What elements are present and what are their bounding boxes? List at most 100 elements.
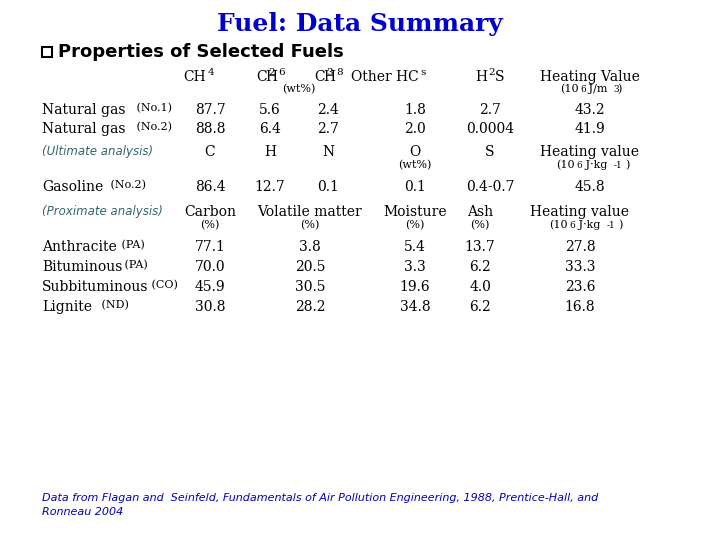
Text: 77.1: 77.1 (194, 240, 225, 254)
Text: Lignite: Lignite (42, 300, 92, 314)
Text: -1: -1 (607, 221, 616, 230)
Text: Anthracite: Anthracite (42, 240, 117, 254)
Text: 34.8: 34.8 (400, 300, 431, 314)
Text: 12.7: 12.7 (255, 180, 285, 194)
Text: J·kg: J·kg (582, 160, 608, 170)
Text: 16.8: 16.8 (564, 300, 595, 314)
Text: ): ) (618, 220, 622, 231)
Text: (%): (%) (470, 220, 490, 231)
Text: 45.9: 45.9 (194, 280, 225, 294)
Text: ): ) (625, 160, 629, 170)
Text: s: s (420, 68, 426, 77)
Text: 70.0: 70.0 (194, 260, 225, 274)
Text: (No.2): (No.2) (107, 180, 146, 190)
Text: (%): (%) (405, 220, 425, 231)
Text: 19.6: 19.6 (400, 280, 431, 294)
Text: Natural gas: Natural gas (42, 103, 125, 117)
Text: (10: (10 (556, 160, 575, 170)
Text: 2: 2 (488, 68, 495, 77)
Text: Carbon: Carbon (184, 205, 236, 219)
Text: 27.8: 27.8 (564, 240, 595, 254)
Text: ): ) (617, 84, 621, 94)
Text: 4: 4 (208, 68, 215, 77)
Text: 6: 6 (580, 85, 586, 94)
Text: N: N (322, 145, 334, 159)
Text: 0.0004: 0.0004 (466, 122, 514, 136)
Text: C: C (315, 70, 325, 84)
Text: (wt%): (wt%) (398, 160, 432, 170)
Text: J/m: J/m (585, 84, 608, 94)
Text: H: H (264, 145, 276, 159)
Text: 1.8: 1.8 (404, 103, 426, 117)
Text: Heating value: Heating value (531, 205, 629, 219)
Text: 43.2: 43.2 (575, 103, 606, 117)
Text: 4.0: 4.0 (469, 280, 491, 294)
Text: 0.1: 0.1 (317, 180, 339, 194)
Text: CH: CH (184, 70, 206, 84)
Text: Heating value: Heating value (541, 145, 639, 159)
Text: (PA): (PA) (118, 240, 145, 251)
Text: Moisture: Moisture (383, 205, 447, 219)
Text: Subbituminous: Subbituminous (42, 280, 148, 294)
Text: S: S (495, 70, 505, 84)
Text: 30.8: 30.8 (194, 300, 225, 314)
Text: Heating Value: Heating Value (540, 70, 640, 84)
Text: 13.7: 13.7 (464, 240, 495, 254)
Text: 6.2: 6.2 (469, 260, 491, 274)
Text: 6: 6 (278, 68, 284, 77)
Text: 23.6: 23.6 (564, 280, 595, 294)
Text: 3: 3 (613, 85, 618, 94)
Text: 6: 6 (576, 161, 582, 170)
Text: C: C (204, 145, 215, 159)
Text: Gasoline: Gasoline (42, 180, 103, 194)
Text: 0.4-0.7: 0.4-0.7 (466, 180, 514, 194)
Text: Bituminous: Bituminous (42, 260, 122, 274)
Text: 2.7: 2.7 (479, 103, 501, 117)
Text: Natural gas: Natural gas (42, 122, 125, 136)
Text: (ND): (ND) (98, 300, 129, 310)
Text: H: H (265, 70, 277, 84)
Text: 20.5: 20.5 (294, 260, 325, 274)
Text: 8: 8 (336, 68, 343, 77)
Text: -1: -1 (614, 161, 623, 170)
Text: 30.5: 30.5 (294, 280, 325, 294)
Text: 87.7: 87.7 (194, 103, 225, 117)
Text: (No.1): (No.1) (133, 103, 172, 113)
Text: 6.4: 6.4 (259, 122, 281, 136)
Text: O: O (410, 145, 420, 159)
Text: S: S (485, 145, 495, 159)
Text: 88.8: 88.8 (194, 122, 225, 136)
Text: (CO): (CO) (148, 280, 178, 291)
Text: J·kg: J·kg (575, 220, 600, 230)
Text: 28.2: 28.2 (294, 300, 325, 314)
Text: 6: 6 (569, 221, 575, 230)
Text: 86.4: 86.4 (194, 180, 225, 194)
Text: H: H (323, 70, 335, 84)
Text: (Ultimate analysis): (Ultimate analysis) (42, 145, 153, 158)
Text: Other HC: Other HC (351, 70, 419, 84)
Text: (10: (10 (549, 220, 567, 231)
Text: (%): (%) (300, 220, 320, 231)
Text: 3.3: 3.3 (404, 260, 426, 274)
Text: (10: (10 (560, 84, 579, 94)
Text: 6.2: 6.2 (469, 300, 491, 314)
Text: 3.8: 3.8 (299, 240, 321, 254)
Bar (42, 47, 52, 57)
Text: 33.3: 33.3 (564, 260, 595, 274)
Text: 2.0: 2.0 (404, 122, 426, 136)
Text: 2.7: 2.7 (317, 122, 339, 136)
Text: Volatile matter: Volatile matter (258, 205, 362, 219)
Text: H: H (475, 70, 487, 84)
Text: C: C (256, 70, 267, 84)
Text: Data from Flagan and  Seinfeld, Fundamentals of Air Pollution Engineering, 1988,: Data from Flagan and Seinfeld, Fundament… (42, 493, 598, 503)
Text: Properties of Selected Fuels: Properties of Selected Fuels (58, 43, 343, 61)
Text: (PA): (PA) (121, 260, 148, 271)
Text: (wt%): (wt%) (282, 84, 315, 94)
Text: (%): (%) (200, 220, 220, 231)
Text: 41.9: 41.9 (575, 122, 606, 136)
Text: 0.1: 0.1 (404, 180, 426, 194)
Text: 5.6: 5.6 (259, 103, 281, 117)
Text: 3: 3 (326, 68, 333, 77)
Text: (Proximate analysis): (Proximate analysis) (42, 205, 163, 218)
Text: 5.4: 5.4 (404, 240, 426, 254)
